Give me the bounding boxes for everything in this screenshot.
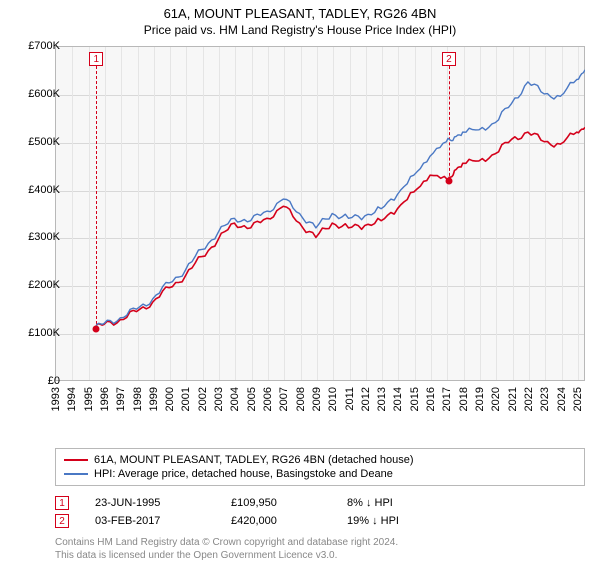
x-tick-label: 2021	[507, 387, 519, 411]
legend-swatch-hpi	[64, 473, 88, 475]
x-tick-label: 2025	[572, 387, 584, 411]
chart: 12	[55, 46, 585, 406]
transaction-date: 03-FEB-2017	[95, 515, 205, 527]
x-tick-label: 2023	[539, 387, 551, 411]
transaction-table: 1 23-JUN-1995 £109,950 8% ↓ HPI 2 03-FEB…	[55, 494, 585, 530]
x-tick-label: 2018	[458, 387, 470, 411]
transaction-pct: 19% ↓ HPI	[347, 515, 457, 527]
footer-line-2: This data is licensed under the Open Gov…	[55, 549, 585, 562]
transaction-pct: 8% ↓ HPI	[347, 497, 457, 509]
x-tick-label: 1999	[148, 387, 160, 411]
footer-attribution: Contains HM Land Registry data © Crown c…	[55, 536, 585, 562]
x-tick-label: 2003	[213, 387, 225, 411]
x-tick-label: 1998	[132, 387, 144, 411]
x-tick-label: 2012	[360, 387, 372, 411]
x-tick-label: 2010	[327, 387, 339, 411]
x-tick-label: 2013	[376, 387, 388, 411]
title-subtitle: Price paid vs. HM Land Registry's House …	[0, 21, 600, 41]
x-tick-label: 2011	[344, 387, 356, 411]
legend-label-hpi: HPI: Average price, detached house, Basi…	[94, 468, 393, 480]
x-tick-label: 2015	[409, 387, 421, 411]
x-tick-label: 2019	[474, 387, 486, 411]
x-tick-label: 1996	[99, 387, 111, 411]
x-tick-label: 1997	[115, 387, 127, 411]
x-tick-label: 2006	[262, 387, 274, 411]
y-tick-label: £600K	[10, 88, 60, 100]
y-tick-label: £700K	[10, 40, 60, 52]
x-tick-label: 2022	[523, 387, 535, 411]
x-tick-label: 2024	[556, 387, 568, 411]
x-tick-label: 2017	[441, 387, 453, 411]
y-tick-label: £200K	[10, 279, 60, 291]
y-tick-label: £500K	[10, 136, 60, 148]
legend-and-footer: 61A, MOUNT PLEASANT, TADLEY, RG26 4BN (d…	[55, 448, 585, 562]
x-tick-label: 1995	[83, 387, 95, 411]
x-tick-label: 2002	[197, 387, 209, 411]
x-tick-label: 2000	[164, 387, 176, 411]
y-tick-label: £400K	[10, 184, 60, 196]
legend-swatch-price-paid	[64, 459, 88, 461]
x-tick-label: 2005	[246, 387, 258, 411]
x-tick-label: 2009	[311, 387, 323, 411]
transaction-row: 1 23-JUN-1995 £109,950 8% ↓ HPI	[55, 494, 585, 512]
transaction-price: £420,000	[231, 515, 321, 527]
x-tick-label: 1994	[66, 387, 78, 411]
y-tick-label: £100K	[10, 327, 60, 339]
footer-line-1: Contains HM Land Registry data © Crown c…	[55, 536, 585, 549]
x-tick-label: 2008	[295, 387, 307, 411]
title-address: 61A, MOUNT PLEASANT, TADLEY, RG26 4BN	[0, 0, 600, 21]
x-tick-label: 2004	[229, 387, 241, 411]
transaction-price: £109,950	[231, 497, 321, 509]
x-tick-label: 2007	[278, 387, 290, 411]
series-lines	[55, 46, 585, 381]
transaction-row: 2 03-FEB-2017 £420,000 19% ↓ HPI	[55, 512, 585, 530]
x-tick-label: 1993	[50, 387, 62, 411]
legend: 61A, MOUNT PLEASANT, TADLEY, RG26 4BN (d…	[55, 448, 585, 486]
x-tick-label: 2014	[392, 387, 404, 411]
legend-row-hpi: HPI: Average price, detached house, Basi…	[64, 467, 576, 481]
y-tick-label: £300K	[10, 231, 60, 243]
x-tick-label: 2016	[425, 387, 437, 411]
legend-row-price-paid: 61A, MOUNT PLEASANT, TADLEY, RG26 4BN (d…	[64, 453, 576, 467]
x-tick-label: 2001	[180, 387, 192, 411]
transaction-date: 23-JUN-1995	[95, 497, 205, 509]
transaction-marker-2: 2	[55, 514, 69, 528]
transaction-marker-1: 1	[55, 496, 69, 510]
legend-label-price-paid: 61A, MOUNT PLEASANT, TADLEY, RG26 4BN (d…	[94, 454, 414, 466]
y-tick-label: £0	[10, 375, 60, 387]
x-tick-label: 2020	[490, 387, 502, 411]
